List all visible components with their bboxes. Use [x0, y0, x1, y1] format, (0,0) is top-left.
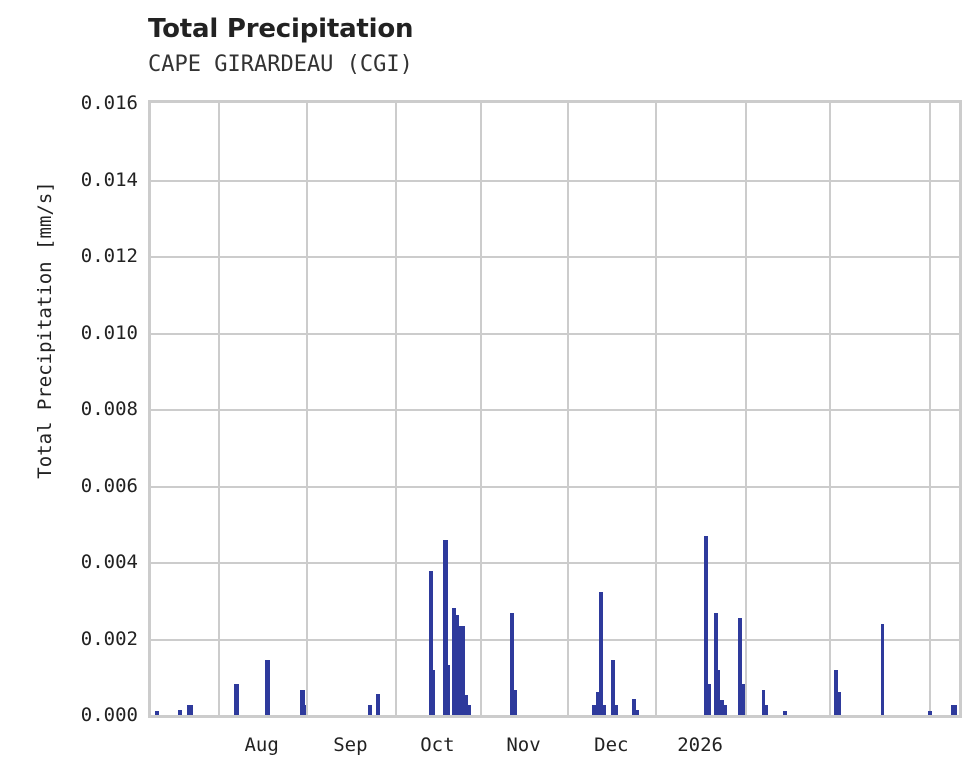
y-tick-label: 0.014 — [80, 168, 138, 191]
horizontal-gridline-2 — [151, 562, 959, 564]
bar — [603, 705, 607, 715]
y-tick-label: 0.012 — [80, 245, 138, 267]
x-tick-label: Sep — [333, 734, 368, 756]
bar — [928, 710, 933, 715]
bar — [783, 710, 788, 715]
bar — [741, 683, 745, 715]
bar — [834, 669, 839, 715]
bar — [234, 684, 240, 715]
bar — [443, 539, 448, 715]
bar — [368, 705, 373, 715]
bar — [510, 612, 515, 715]
bar — [707, 683, 711, 715]
bar — [299, 690, 305, 715]
x-tick-label: Aug — [244, 734, 279, 756]
bar — [713, 612, 718, 715]
bar — [716, 669, 720, 715]
bar — [723, 705, 727, 715]
bar — [177, 710, 182, 715]
bar — [761, 690, 766, 715]
bar — [635, 710, 639, 715]
bar — [951, 705, 958, 715]
bar — [719, 700, 724, 715]
bar — [631, 698, 636, 715]
y-tick-label: 0.002 — [80, 627, 138, 650]
bar — [514, 690, 518, 715]
chart-subtitle: CAPE GIRARDEAU (CGI) — [148, 52, 413, 77]
bar — [186, 705, 193, 715]
bar — [599, 591, 604, 715]
bar — [432, 669, 436, 715]
bar — [464, 695, 468, 715]
bar — [265, 659, 271, 715]
bar — [154, 710, 159, 715]
bar — [592, 705, 597, 715]
bar — [838, 692, 842, 715]
x-tick-label: 2026 — [677, 734, 723, 756]
bar — [429, 570, 434, 715]
y-tick-label: 0.010 — [80, 321, 138, 344]
bar — [703, 536, 708, 715]
bar — [447, 664, 451, 715]
horizontal-gridline-7 — [151, 179, 959, 182]
bar — [880, 623, 885, 715]
y-tick-label: 0.000 — [80, 704, 138, 726]
y-tick-label: 0.016 — [80, 92, 138, 114]
y-tick-label: 0.004 — [80, 551, 138, 573]
bar — [376, 693, 381, 715]
bar — [467, 705, 471, 715]
x-tick-label: Dec — [594, 734, 629, 756]
plot-area — [148, 100, 962, 718]
bar — [459, 625, 462, 715]
horizontal-gridline-1 — [151, 638, 959, 641]
bar — [456, 614, 459, 715]
y-axis-tick-labels: 0.000 0.002 0.004 0.006 0.008 0.010 0.012 0.014… — [10, 92, 138, 726]
chart-title: Total Precipitation — [148, 14, 414, 44]
bar — [737, 618, 742, 715]
bar — [765, 705, 769, 715]
bar — [614, 705, 618, 715]
horizontal-gridline-4 — [151, 409, 959, 411]
bar — [610, 660, 615, 715]
x-tick-label: Nov — [506, 734, 541, 756]
bar — [452, 608, 456, 715]
plot-inner — [151, 103, 959, 715]
horizontal-gridline-3 — [151, 485, 959, 488]
bar — [596, 692, 600, 715]
bar — [302, 705, 306, 715]
horizontal-gridline-5 — [151, 332, 959, 335]
horizontal-gridline-6 — [151, 256, 959, 258]
y-tick-label: 0.006 — [80, 474, 138, 497]
x-tick-label: Oct — [420, 734, 455, 756]
bar — [461, 625, 465, 715]
y-tick-label: 0.008 — [80, 398, 138, 420]
x-axis-tick-labels: Aug Sep Oct Nov Dec 2026 — [148, 724, 962, 764]
